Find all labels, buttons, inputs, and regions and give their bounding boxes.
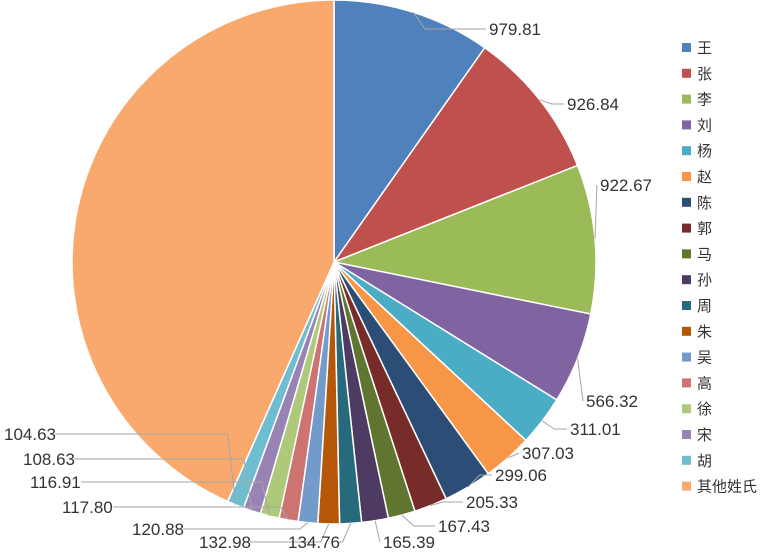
legend-label-15: 宋 xyxy=(697,426,712,444)
legend-swatch-10 xyxy=(682,301,691,310)
data-label-9: 165.39 xyxy=(383,533,435,552)
legend-swatch-8 xyxy=(682,249,691,259)
legend-swatch-4 xyxy=(682,146,691,156)
legend-swatch-15 xyxy=(682,430,691,439)
legend-label-16: 胡 xyxy=(697,452,712,470)
legend-label-7: 郭 xyxy=(697,220,712,238)
data-label-1: 926.84 xyxy=(567,95,619,114)
legend-label-4: 杨 xyxy=(697,142,712,160)
data-label-10: 134.76 xyxy=(288,533,340,552)
legend-swatch-17 xyxy=(682,481,691,491)
leader-line-2 xyxy=(594,184,598,239)
leader-line-13 xyxy=(113,506,289,521)
legend-swatch-0 xyxy=(682,43,691,52)
legend-swatch-6 xyxy=(682,197,691,207)
leader-line-10 xyxy=(339,523,352,543)
data-label-2: 922.67 xyxy=(600,176,652,195)
legend-label-14: 徐 xyxy=(697,400,712,418)
pie-slice-1 xyxy=(331,46,579,264)
data-labels: 979.81 926.84 922.67 566.32 311.01 307.03 299.… xyxy=(4,20,652,552)
legend-label-17: 其他姓氏 xyxy=(697,478,757,496)
legend-swatch-3 xyxy=(682,120,691,130)
leader-line-12 xyxy=(183,522,309,530)
legend-swatch-5 xyxy=(682,172,691,181)
leader-line-9 xyxy=(374,520,381,543)
data-label-16: 104.63 xyxy=(4,425,56,444)
legend-swatch-13 xyxy=(682,378,691,388)
legend-swatch-12 xyxy=(682,352,691,362)
legend-label-9: 孙 xyxy=(697,271,712,289)
legend-swatch-1 xyxy=(682,68,691,78)
legend-swatch-16 xyxy=(682,455,691,465)
legend-swatch-7 xyxy=(682,223,691,233)
data-label-15: 108.63 xyxy=(23,450,75,469)
legend-label-12: 吴 xyxy=(697,349,712,367)
data-label-8: 167.43 xyxy=(438,517,490,536)
legend-label-2: 李 xyxy=(697,91,712,109)
legend-swatch-14 xyxy=(682,404,691,414)
pie-slice-17 xyxy=(71,0,335,503)
legend-swatch-9 xyxy=(682,275,691,285)
leader-line-16 xyxy=(55,433,237,505)
legend-label-11: 朱 xyxy=(697,323,712,341)
leader-line-6 xyxy=(467,474,492,488)
legend-label-5: 赵 xyxy=(697,168,712,186)
data-label-14: 116.91 xyxy=(30,473,81,492)
data-label-0: 979.81 xyxy=(489,20,541,39)
leader-line-15 xyxy=(74,458,253,511)
legend-label-3: 刘 xyxy=(697,116,712,134)
data-label-3: 566.32 xyxy=(586,392,638,411)
data-label-12: 120.88 xyxy=(132,520,184,539)
pie-slices xyxy=(71,0,597,525)
leader-line-3 xyxy=(577,358,584,402)
leader-line-14 xyxy=(81,481,271,517)
legend-label-1: 张 xyxy=(697,65,712,83)
data-label-4: 311.01 xyxy=(570,420,621,439)
leader-line-1 xyxy=(539,99,564,105)
legend-label-0: 王 xyxy=(697,39,712,57)
data-label-13: 117.80 xyxy=(62,498,113,517)
leader-line-4 xyxy=(542,420,567,430)
leader-line-11 xyxy=(250,523,330,543)
leader-lines xyxy=(55,11,598,543)
legend-swatch-2 xyxy=(682,94,691,104)
leader-line-8 xyxy=(401,514,435,527)
legend-swatch-11 xyxy=(682,326,691,336)
data-label-7: 205.33 xyxy=(466,493,518,512)
leader-line-5 xyxy=(507,452,520,459)
leader-line-7 xyxy=(430,501,463,506)
legend-label-10: 周 xyxy=(697,297,712,315)
legend-label-13: 高 xyxy=(697,374,712,392)
legend-label-8: 马 xyxy=(697,245,712,263)
legend-label-6: 陈 xyxy=(697,194,712,212)
data-label-6: 299.06 xyxy=(495,466,547,485)
leader-line-0 xyxy=(412,11,486,30)
data-label-11: 132.98 xyxy=(199,533,251,552)
data-label-5: 307.03 xyxy=(522,444,574,463)
